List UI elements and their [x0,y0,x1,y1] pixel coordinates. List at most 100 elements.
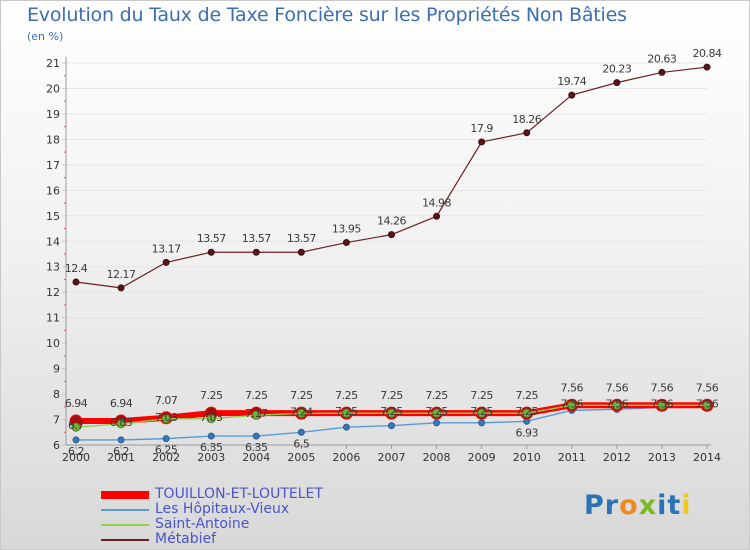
data-label: 6.94 [65,397,88,410]
data-point [657,400,667,410]
data-label: 6.93 [515,426,538,439]
data-label: 6.83 [110,416,133,429]
data-label: 20.84 [693,47,722,60]
x-tick-label: 2010 [513,451,541,464]
data-label: 7.25 [470,405,493,418]
x-tick-label: 2000 [62,451,90,464]
data-label: 13.95 [332,223,361,236]
data-point [612,400,622,410]
data-label: 6.5 [293,437,309,450]
data-point [341,408,351,418]
data-label: 7.25 [245,389,268,402]
data-label: 7.25 [335,389,358,402]
y-tick-label: 14 [46,235,60,248]
data-point [342,239,350,247]
legend-swatch [101,508,149,511]
data-point [388,231,395,239]
data-point [72,278,80,286]
x-tick-label: 2012 [603,451,631,464]
data-label: 13.17 [152,242,181,255]
x-tick-label: 2003 [197,451,225,464]
data-label: 14.26 [377,215,406,228]
y-tick-label: 13 [46,261,60,274]
chart-title: Evolution du Taux de Taxe Foncière sur l… [27,4,627,26]
chart-legend: TOUILLON-ET-LOUTELET Les Hôpitaux-Vieux Sa… [101,487,323,547]
data-point [433,419,441,427]
data-point [477,408,487,418]
data-point [658,68,666,76]
data-point [251,410,261,420]
data-label: 7.56 [561,397,584,410]
legend-item: TOUILLON-ET-LOUTELET [101,487,323,502]
data-label: 7.56 [606,397,629,410]
x-tick-label: 2004 [242,451,270,464]
legend-item: Métabief [101,532,323,547]
data-point [567,400,577,410]
data-label: 13.57 [242,232,271,245]
y-tick-label: 7 [53,414,60,427]
data-label: 7.25 [380,405,403,418]
data-label: 13.57 [197,232,226,245]
data-label: 19.74 [557,75,586,88]
data-label: 7.25 [380,389,403,402]
data-label: 12.17 [107,268,136,281]
y-tick-label: 15 [46,210,60,223]
data-point [117,436,125,444]
legend-item: Saint-Antoine [101,517,323,532]
data-point [207,432,215,440]
data-label: 6.2 [68,445,84,458]
logo-letter: i [681,490,692,521]
data-label: 6.35 [245,441,268,454]
data-label: 7.03 [200,411,223,424]
legend-label: TOUILLON-ET-LOUTELET [155,486,323,502]
y-tick-label: 19 [46,108,60,121]
x-tick-label: 2001 [107,451,135,464]
x-tick-label: 2006 [332,451,360,464]
logo-letter: x [638,490,658,521]
data-label: 7.56 [651,397,674,410]
data-point [432,408,442,418]
data-point [613,79,621,87]
x-tick-label: 2007 [378,451,406,464]
y-tick-label: 20 [46,82,60,95]
data-label: 18.26 [512,113,541,126]
data-label: 7.56 [606,381,629,394]
data-label: 20.23 [602,63,631,76]
data-point [702,400,712,410]
y-tick-label: 11 [46,312,60,325]
y-tick-label: 9 [53,363,60,376]
x-tick-label: 2008 [423,451,451,464]
data-label: 7.25 [200,389,223,402]
data-label: 7.56 [696,397,719,410]
legend-label: Les Hôpitaux-Vieux [155,501,290,517]
data-label: 7.25 [335,405,358,418]
x-tick-label: 2013 [648,451,676,464]
data-label: 7.56 [561,381,584,394]
data-label: 6.94 [110,397,133,410]
data-point [252,432,260,440]
data-label: 7.24 [290,405,313,418]
data-point [478,419,486,427]
logo-letter: i [657,490,668,521]
logo-letter: o [619,490,639,521]
data-label: 7.25 [290,389,313,402]
data-label: 7.56 [696,381,719,394]
logo-letter: P [584,490,605,521]
data-label: 17.9 [470,122,493,135]
data-label: 14.98 [422,196,451,209]
legend-swatch [101,538,149,541]
data-point [72,436,80,444]
x-tick-label: 2005 [287,451,315,464]
x-tick-label: 2011 [558,451,586,464]
data-point [703,63,711,71]
y-tick-label: 17 [46,159,60,172]
y-tick-label: 10 [46,337,60,350]
legend-label: Métabief [155,531,217,547]
data-point [478,138,486,146]
data-point [568,91,576,99]
data-point [342,423,350,431]
data-label: 7.25 [515,389,538,402]
data-point [297,248,305,256]
data-label: 13.57 [287,232,316,245]
